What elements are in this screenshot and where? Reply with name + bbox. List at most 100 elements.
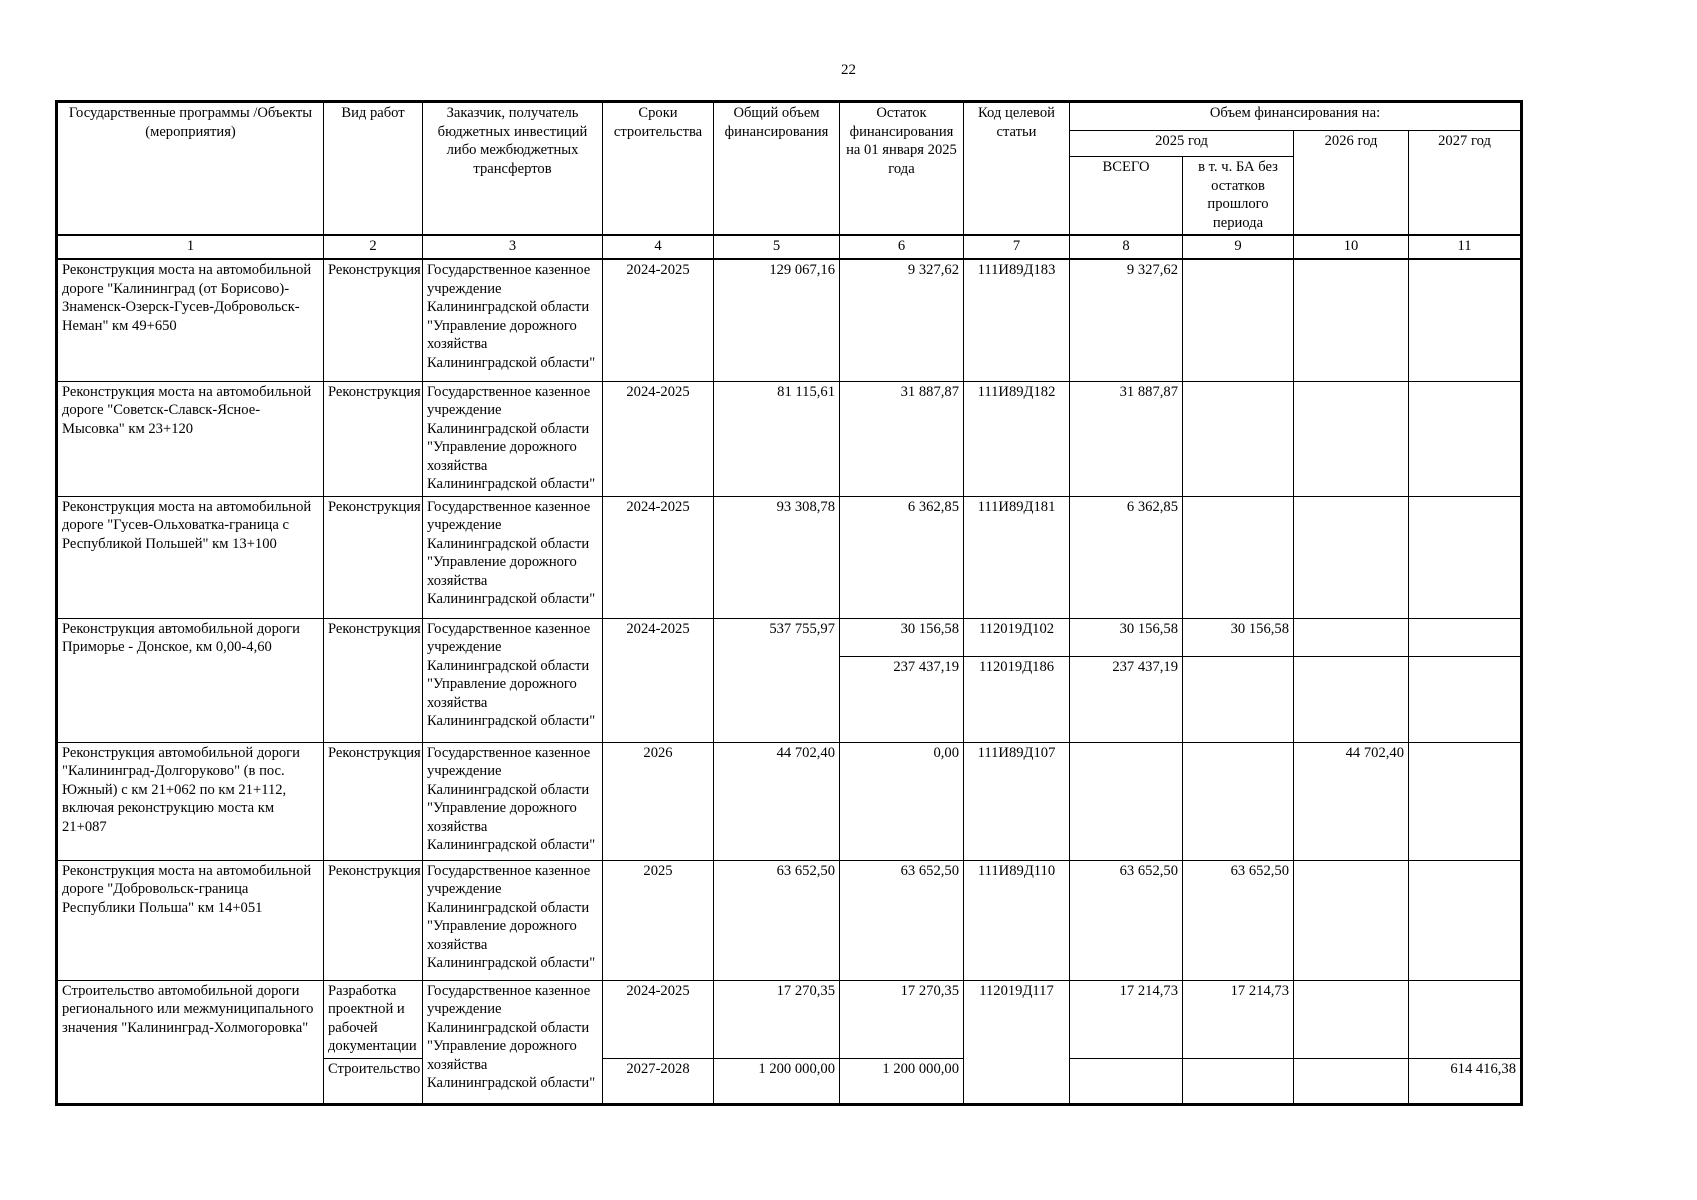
cell-program: Реконструкция моста на автомобильной дор… — [56, 380, 324, 497]
cell-2025-total: 30 156,58 — [1069, 617, 1183, 657]
table-row: Реконструкция моста на автомобильной дор… — [56, 258, 1523, 382]
column-number: 8 — [1069, 234, 1183, 261]
cell-2025-ba: 63 652,50 — [1182, 859, 1294, 981]
cell-customer: Государственное казенное учреждение Кали… — [422, 495, 603, 619]
column-number: 1 — [56, 234, 324, 261]
cell-2025-ba: 17 214,73 — [1182, 979, 1294, 1059]
header-programs: Государственные программы /Объекты (меро… — [56, 100, 324, 236]
cell-code: 112019Д102 — [963, 617, 1070, 657]
header-2025: 2025 год — [1069, 130, 1294, 157]
table-row: Реконструкция моста на автомобильной дор… — [56, 859, 1523, 981]
column-number: 5 — [713, 234, 840, 261]
cell-2025-total: 237 437,19 — [1069, 655, 1183, 743]
cell-work-type: Реконструкция — [323, 617, 423, 743]
cell-code: 112019Д186 — [963, 655, 1070, 743]
header-2027: 2027 год — [1407, 130, 1523, 236]
cell-remaining: 237 437,19 — [839, 655, 964, 743]
cell-2025-total — [1069, 1057, 1183, 1105]
cell-2026 — [1293, 1057, 1409, 1105]
cell-2027: 614 416,38 — [1407, 1057, 1523, 1105]
header-2026: 2026 год — [1293, 130, 1409, 236]
cell-period: 2025 — [602, 859, 714, 981]
cell-2025-ba — [1182, 741, 1294, 861]
cell-program: Реконструкция моста на автомобильной дор… — [56, 258, 324, 382]
column-number: 10 — [1293, 234, 1409, 261]
cell-2026 — [1293, 258, 1409, 382]
cell-period: 2024-2025 — [602, 258, 714, 382]
cell-program: Реконструкция автомобильной дороги Примо… — [56, 617, 324, 743]
cell-program: Строительство автомобильной дороги регио… — [56, 979, 324, 1105]
cell-total: 63 652,50 — [713, 859, 840, 981]
column-number: 3 — [422, 234, 603, 261]
header-total: Общий объем финансирования — [713, 100, 840, 236]
table-row: Реконструкция моста на автомобильной дор… — [56, 380, 1523, 497]
cell-2025-ba: 30 156,58 — [1182, 617, 1294, 657]
cell-2026 — [1293, 655, 1409, 743]
cell-customer: Государственное казенное учреждение Кали… — [422, 741, 603, 861]
cell-2027 — [1407, 859, 1523, 981]
cell-remaining: 31 887,87 — [839, 380, 964, 497]
header-remaining: Остаток финансирования на 01 января 2025… — [839, 100, 964, 236]
cell-code: 111И89Д110 — [963, 859, 1070, 981]
header-work-type: Вид работ — [323, 100, 423, 236]
cell-work-type: Строительство — [323, 1057, 423, 1105]
cell-code: 111И89Д107 — [963, 741, 1070, 861]
cell-code: 111И89Д182 — [963, 380, 1070, 497]
header-2025-total: ВСЕГО — [1069, 156, 1183, 236]
page-number: 22 — [841, 62, 856, 78]
cell-2027 — [1407, 380, 1523, 497]
cell-2025-total: 9 327,62 — [1069, 258, 1183, 382]
cell-code: 111И89Д183 — [963, 258, 1070, 382]
cell-total: 81 115,61 — [713, 380, 840, 497]
cell-program: Реконструкция моста на автомобильной дор… — [56, 495, 324, 619]
cell-2027 — [1407, 741, 1523, 861]
cell-remaining: 17 270,35 — [839, 979, 964, 1059]
cell-total: 17 270,35 — [713, 979, 840, 1059]
header-customer: Заказчик, получатель бюджетных инвестици… — [422, 100, 603, 236]
cell-customer: Государственное казенное учреждение Кали… — [422, 979, 603, 1105]
cell-customer: Государственное казенное учреждение Кали… — [422, 859, 603, 981]
header-row-1: Государственные программы /Объекты (меро… — [56, 100, 1523, 236]
cell-2027 — [1407, 258, 1523, 382]
header-2025-ba: в т. ч. БА без остатков прошлого периода — [1182, 156, 1294, 236]
cell-total: 537 755,97 — [713, 617, 840, 743]
financing-table-container: Государственные программы /Объекты (меро… — [55, 100, 1524, 1106]
table-row: Строительство автомобильной дороги регио… — [56, 979, 1523, 1105]
cell-2025-ba — [1182, 258, 1294, 382]
column-number: 9 — [1182, 234, 1294, 261]
cell-2027 — [1407, 617, 1523, 657]
cell-2025-ba — [1182, 380, 1294, 497]
column-number: 7 — [963, 234, 1070, 261]
cell-2027 — [1407, 979, 1523, 1059]
cell-2025-ba — [1182, 655, 1294, 743]
table-row: Реконструкция автомобильной дороги "Кали… — [56, 741, 1523, 861]
cell-period: 2024-2025 — [602, 617, 714, 743]
cell-program: Реконструкция автомобильной дороги "Кали… — [56, 741, 324, 861]
cell-2025-total — [1069, 741, 1183, 861]
cell-total: 1 200 000,00 — [713, 1057, 840, 1105]
cell-2026 — [1293, 617, 1409, 657]
cell-work-type: Разработка проектной и рабочей документа… — [323, 979, 423, 1059]
cell-code: 111И89Д181 — [963, 495, 1070, 619]
header-row-3: ВСЕГО в т. ч. БА без остатков прошлого п… — [57, 156, 1522, 236]
cell-work-type: Реконструкция — [323, 258, 423, 382]
cell-work-type: Реконструкция — [323, 741, 423, 861]
column-number: 11 — [1407, 234, 1523, 261]
column-number: 4 — [602, 234, 714, 261]
cell-remaining: 1 200 000,00 — [839, 1057, 964, 1105]
cell-2026: 44 702,40 — [1293, 741, 1409, 861]
table-row: Реконструкция автомобильной дороги Примо… — [56, 617, 1523, 743]
cell-total: 44 702,40 — [713, 741, 840, 861]
cell-2025-total: 6 362,85 — [1069, 495, 1183, 619]
cell-period: 2024-2025 — [602, 979, 714, 1059]
cell-period: 2024-2025 — [602, 495, 714, 619]
cell-2026 — [1293, 495, 1409, 619]
table-row: Реконструкция моста на автомобильной дор… — [56, 495, 1523, 619]
cell-work-type: Реконструкция — [323, 380, 423, 497]
cell-customer: Государственное казенное учреждение Кали… — [422, 380, 603, 497]
cell-2025-ba — [1182, 1057, 1294, 1105]
cell-work-type: Реконструкция — [323, 859, 423, 981]
column-number: 2 — [323, 234, 423, 261]
cell-2025-total: 31 887,87 — [1069, 380, 1183, 497]
cell-2026 — [1293, 380, 1409, 497]
